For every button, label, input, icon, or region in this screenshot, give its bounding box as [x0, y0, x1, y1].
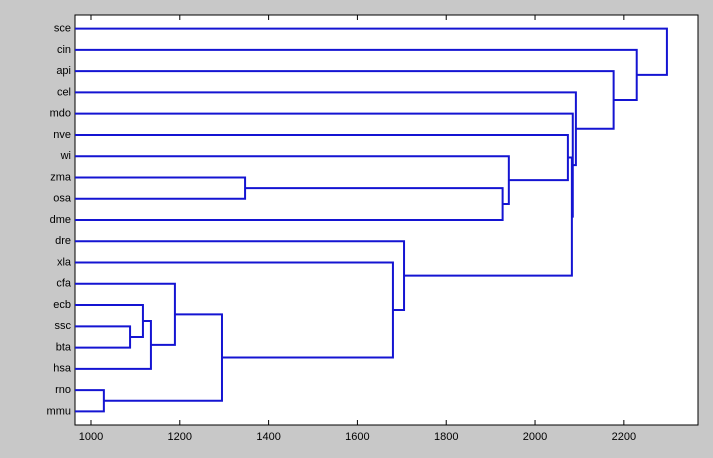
- link: [75, 112, 574, 218]
- leaf-label: bta: [56, 341, 72, 353]
- link: [75, 27, 668, 76]
- leaf-label: mdo: [50, 108, 71, 120]
- x-tick-label: 1000: [79, 431, 103, 443]
- link: [103, 313, 223, 402]
- link: [75, 320, 152, 370]
- leaf-label: cin: [57, 44, 71, 56]
- link: [75, 389, 105, 413]
- leaf-label: hsa: [53, 363, 72, 375]
- leaf-label: wi: [60, 150, 71, 162]
- leaf-label: osa: [53, 193, 72, 205]
- x-tick-label: 2000: [523, 431, 547, 443]
- leaf-label: zma: [50, 171, 72, 183]
- leaf-label: ssc: [55, 320, 72, 332]
- link: [75, 48, 638, 101]
- x-tick-label: 1800: [434, 431, 458, 443]
- link: [75, 155, 510, 206]
- leaf-label: cfa: [56, 278, 72, 290]
- x-tick-label: 1600: [345, 431, 369, 443]
- leaf-label: api: [56, 65, 71, 77]
- leaf-label: rno: [55, 384, 71, 396]
- x-tick-label: 1200: [168, 431, 192, 443]
- leaf-label: dme: [50, 214, 71, 226]
- leaf-label: sce: [54, 23, 71, 35]
- link: [75, 325, 132, 349]
- leaf-label: dre: [55, 235, 71, 247]
- x-tick-label: 1400: [256, 431, 280, 443]
- leaf-label: nve: [53, 129, 71, 141]
- leaf-label: xla: [57, 256, 72, 268]
- x-tick-label: 2200: [612, 431, 636, 443]
- leaf-label: ecb: [53, 299, 71, 311]
- link: [75, 304, 144, 338]
- leaf-label: mmu: [47, 405, 71, 417]
- leaf-label: cel: [57, 86, 71, 98]
